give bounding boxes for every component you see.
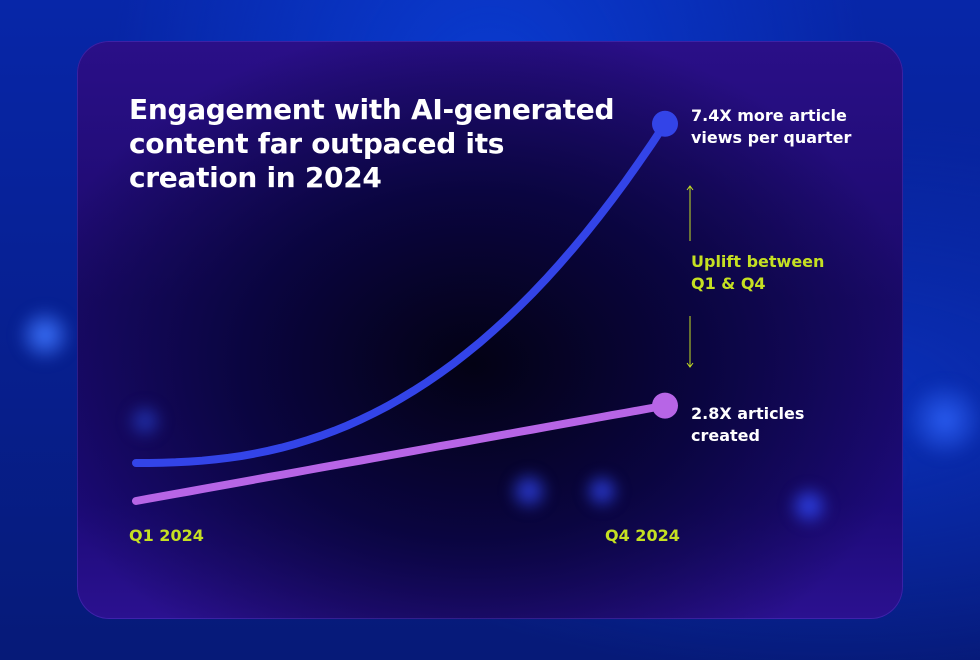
uplift-arrowhead-up	[686, 185, 694, 191]
x-tick-label-start: Q1 2024	[129, 526, 204, 545]
chart-title: Engagement with AI-generated content far…	[129, 93, 615, 194]
bokeh-light	[787, 484, 831, 528]
views-series-endpoint	[652, 110, 678, 137]
articles-series-endpoint	[652, 392, 678, 419]
plot-area	[132, 110, 694, 505]
bokeh-light	[507, 469, 551, 513]
chart-card: Engagement with AI-generated content far…	[77, 41, 903, 619]
views-end-label: 7.4X more article views per quarter	[691, 106, 852, 147]
bokeh-light	[905, 380, 980, 460]
bokeh-light	[582, 471, 622, 511]
uplift-annotation: Uplift between Q1 & Q4	[691, 252, 825, 293]
articles-end-label: 2.8X articles created	[691, 404, 805, 445]
bokeh-light	[16, 306, 74, 364]
views-series-line	[132, 119, 669, 467]
x-tick-label-end: Q4 2024	[605, 526, 680, 545]
articles-series-line	[132, 401, 669, 505]
bokeh-light	[125, 401, 165, 441]
uplift-arrowhead-down	[686, 362, 694, 368]
